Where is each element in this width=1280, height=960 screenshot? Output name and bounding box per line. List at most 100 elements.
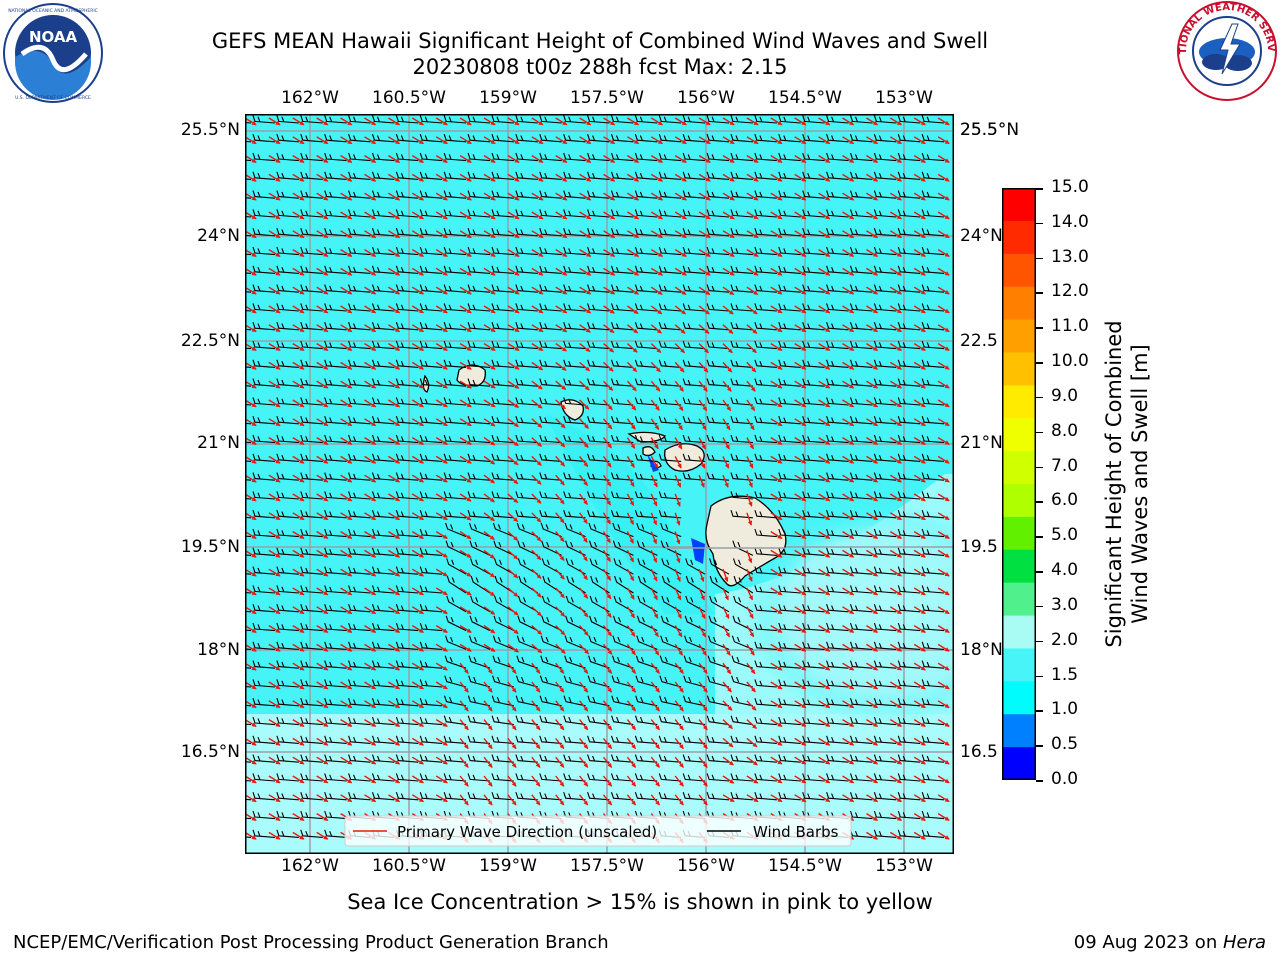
wave-arrow-head bbox=[825, 478, 831, 483]
wind-barb bbox=[778, 566, 801, 575]
wind-barb bbox=[706, 397, 730, 406]
wave-arrow-head bbox=[371, 459, 377, 464]
wave-arrow-head bbox=[394, 496, 401, 502]
wave-arrow-head bbox=[724, 482, 729, 488]
wave-arrow-head bbox=[633, 139, 640, 144]
wave-arrow-head bbox=[323, 741, 329, 746]
wind-barb bbox=[634, 284, 658, 293]
wave-arrow-head bbox=[583, 800, 589, 806]
wave-arrow-head bbox=[299, 440, 305, 445]
wind-barb bbox=[658, 773, 682, 782]
wind-barb bbox=[897, 284, 921, 293]
wave-arrow-head bbox=[442, 703, 448, 708]
wind-barb bbox=[611, 675, 634, 688]
wave-arrow-head bbox=[920, 666, 926, 671]
wave-arrow-head bbox=[371, 346, 377, 351]
lon-label: 156°W bbox=[677, 856, 735, 876]
wave-arrow-head bbox=[777, 722, 783, 727]
wave-arrow-head bbox=[872, 572, 879, 577]
wave-arrow-head bbox=[748, 501, 753, 507]
wind-barb bbox=[348, 453, 371, 462]
wave-arrow-head bbox=[562, 233, 568, 238]
wave-arrow-head bbox=[466, 628, 472, 633]
wind-barb bbox=[419, 340, 443, 350]
wave-arrow-head bbox=[559, 725, 565, 731]
wind-barb bbox=[491, 359, 514, 368]
wave-arrow-head bbox=[702, 406, 707, 412]
wave-arrow-head bbox=[777, 797, 783, 802]
wave-arrow-head bbox=[562, 252, 568, 257]
wind-barb bbox=[826, 547, 849, 556]
wave-arrow-head bbox=[251, 308, 257, 314]
wave-arrow-head bbox=[536, 480, 542, 485]
wind-barb bbox=[300, 134, 323, 143]
wave-arrow-head bbox=[872, 177, 879, 182]
wave-arrow-head bbox=[299, 609, 305, 614]
wave-arrow-head bbox=[681, 309, 687, 315]
wave-arrow-head bbox=[801, 590, 807, 596]
wave-arrow-head bbox=[825, 684, 831, 690]
wind-barb bbox=[443, 453, 467, 462]
wind-barb bbox=[826, 322, 849, 331]
wind-barb bbox=[897, 566, 921, 575]
wind-barb bbox=[491, 715, 514, 726]
wave-arrow-head bbox=[299, 478, 305, 483]
wind-barb bbox=[491, 303, 514, 312]
wave-arrow-head bbox=[944, 553, 950, 558]
wind-barb bbox=[446, 575, 467, 594]
wind-barb bbox=[515, 228, 538, 237]
wind-barb bbox=[826, 679, 849, 688]
wave-arrow-head bbox=[896, 214, 902, 220]
wind-barb bbox=[849, 622, 873, 632]
wave-arrow-head bbox=[777, 346, 783, 351]
wind-barb bbox=[589, 558, 610, 575]
colorbar-tick-label: 0.5 bbox=[1051, 734, 1079, 755]
wave-arrow-head bbox=[657, 271, 663, 276]
lat-label: 19.5 bbox=[960, 537, 998, 557]
wave-arrow-head bbox=[466, 365, 472, 370]
wave-arrow-head bbox=[753, 252, 759, 257]
wind-barb bbox=[587, 246, 610, 256]
wind-barb bbox=[419, 284, 443, 293]
wind-barb bbox=[826, 754, 849, 763]
wind-barb bbox=[371, 115, 395, 124]
wave-arrow-head bbox=[704, 309, 710, 315]
wind-barb bbox=[731, 675, 754, 688]
wave-arrow-head bbox=[705, 177, 711, 182]
wind-barb bbox=[348, 773, 371, 782]
wind-barb bbox=[395, 246, 419, 256]
wave-arrow-head bbox=[347, 233, 353, 238]
wave-arrow-head bbox=[896, 271, 902, 276]
wave-arrow-head bbox=[275, 346, 281, 351]
wind-barb bbox=[589, 595, 610, 613]
wave-arrow-head bbox=[394, 534, 401, 539]
wind-barb bbox=[371, 735, 395, 744]
wave-arrow-head bbox=[466, 158, 472, 163]
wind-barb bbox=[563, 453, 586, 462]
wind-barb bbox=[491, 792, 514, 801]
colorbar-tick-label: 11.0 bbox=[1051, 316, 1089, 337]
wave-arrow-head bbox=[801, 741, 807, 746]
wind-barb bbox=[539, 190, 562, 199]
wave-arrow-head bbox=[489, 535, 495, 540]
wind-barb bbox=[610, 209, 634, 218]
wind-barb bbox=[634, 792, 658, 801]
wave-arrow-head bbox=[347, 515, 353, 520]
wave-arrow-head bbox=[777, 384, 783, 389]
wind-barb bbox=[706, 171, 730, 180]
wind-barb bbox=[634, 510, 658, 519]
wind-barb bbox=[467, 190, 491, 199]
wind-barb bbox=[324, 698, 347, 707]
wind-barb bbox=[443, 322, 467, 331]
wave-arrow-head bbox=[849, 590, 855, 596]
wind-barb bbox=[730, 434, 753, 444]
wind-barb bbox=[754, 171, 777, 180]
wave-arrow-head bbox=[872, 703, 879, 708]
wind-barb bbox=[921, 773, 945, 782]
wave-arrow-head bbox=[872, 402, 879, 408]
wave-arrow-head bbox=[418, 778, 424, 784]
wind-barb bbox=[612, 540, 634, 556]
colorbar-tick-mark bbox=[1036, 466, 1043, 469]
colorbar-tick-label: 5.0 bbox=[1051, 525, 1079, 546]
wind-barb bbox=[682, 171, 706, 180]
